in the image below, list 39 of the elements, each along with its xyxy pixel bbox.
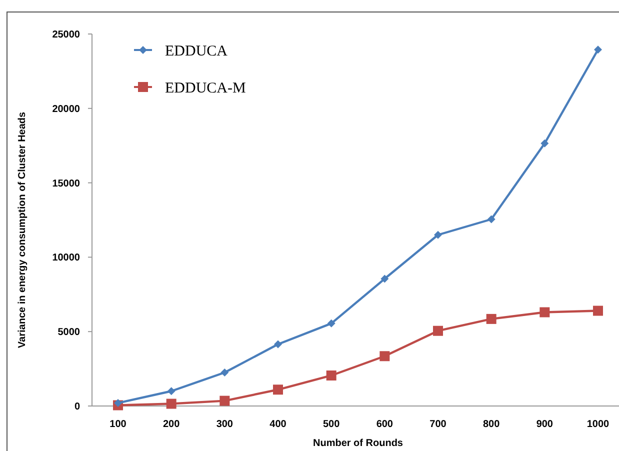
- point: [220, 368, 229, 377]
- point: [114, 399, 122, 408]
- legend-label: EDDUCA-M: [165, 80, 246, 96]
- point: [540, 307, 550, 318]
- x-tick-label: 1000: [586, 419, 610, 430]
- y-tick-label: 0: [74, 402, 80, 412]
- y-tick-label: 10000: [52, 252, 80, 264]
- y-tick-label: 25000: [52, 30, 80, 40]
- point: [434, 230, 442, 239]
- point: [273, 384, 283, 395]
- x-tick-label: 900: [536, 419, 554, 430]
- point: [594, 46, 602, 54]
- x-tick-label: 700: [430, 419, 447, 430]
- point: [326, 370, 336, 380]
- point: [487, 215, 496, 224]
- point: [380, 274, 389, 283]
- point: [166, 398, 176, 409]
- point: [220, 396, 230, 406]
- y-tick-label: 15000: [52, 178, 80, 190]
- point: [167, 387, 176, 396]
- point: [274, 340, 282, 348]
- point: [380, 351, 390, 362]
- x-tick-label: 400: [270, 419, 287, 430]
- y-axis-title: Variance in energy consumption of Cluster Heads: [17, 111, 28, 348]
- y-tick-label: 20000: [52, 104, 80, 115]
- x-tick-label: 100: [110, 419, 127, 430]
- point: [540, 139, 549, 148]
- point: [593, 306, 603, 316]
- x-tick-label: 800: [482, 419, 500, 430]
- x-tick-label: 300: [216, 419, 234, 430]
- y-tick-label: 5000: [58, 327, 80, 338]
- point: [433, 326, 443, 336]
- point: [486, 314, 496, 324]
- x-tick-label: 200: [162, 419, 180, 430]
- legend-label: EDDUCA: [165, 43, 228, 60]
- point: [327, 319, 336, 328]
- x-tick-label: 600: [376, 419, 394, 430]
- x-tick-label: 500: [322, 419, 340, 430]
- x-axis-title: Number of Rounds: [313, 438, 404, 449]
